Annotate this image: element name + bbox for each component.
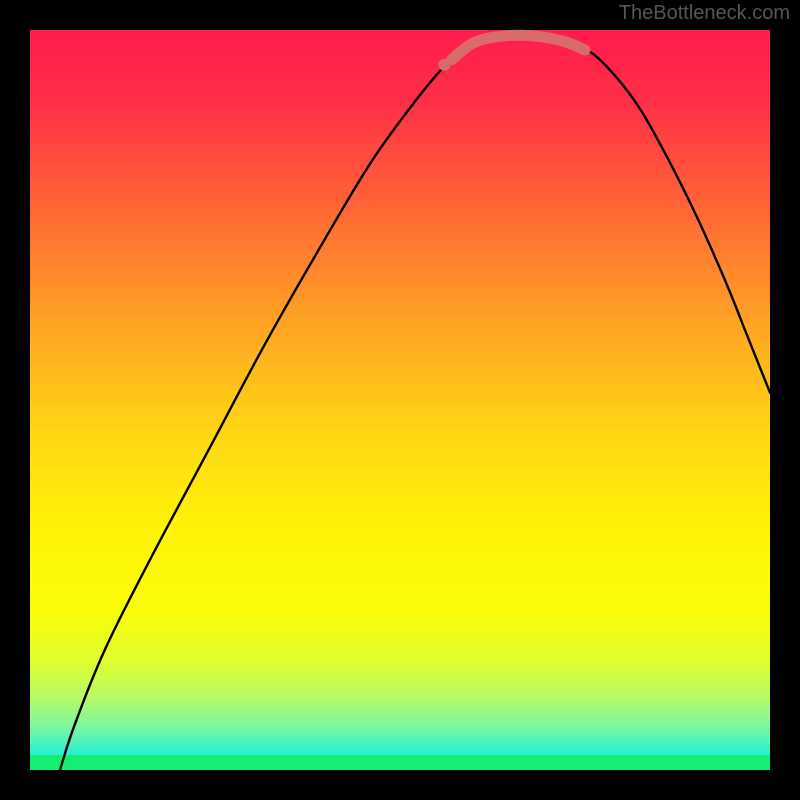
watermark-text: TheBottleneck.com xyxy=(619,2,790,25)
chart-svg xyxy=(0,0,800,800)
bottleneck-chart: TheBottleneck.com xyxy=(0,0,800,800)
selection-dot xyxy=(438,59,450,71)
green-baseline-strip xyxy=(30,755,770,770)
